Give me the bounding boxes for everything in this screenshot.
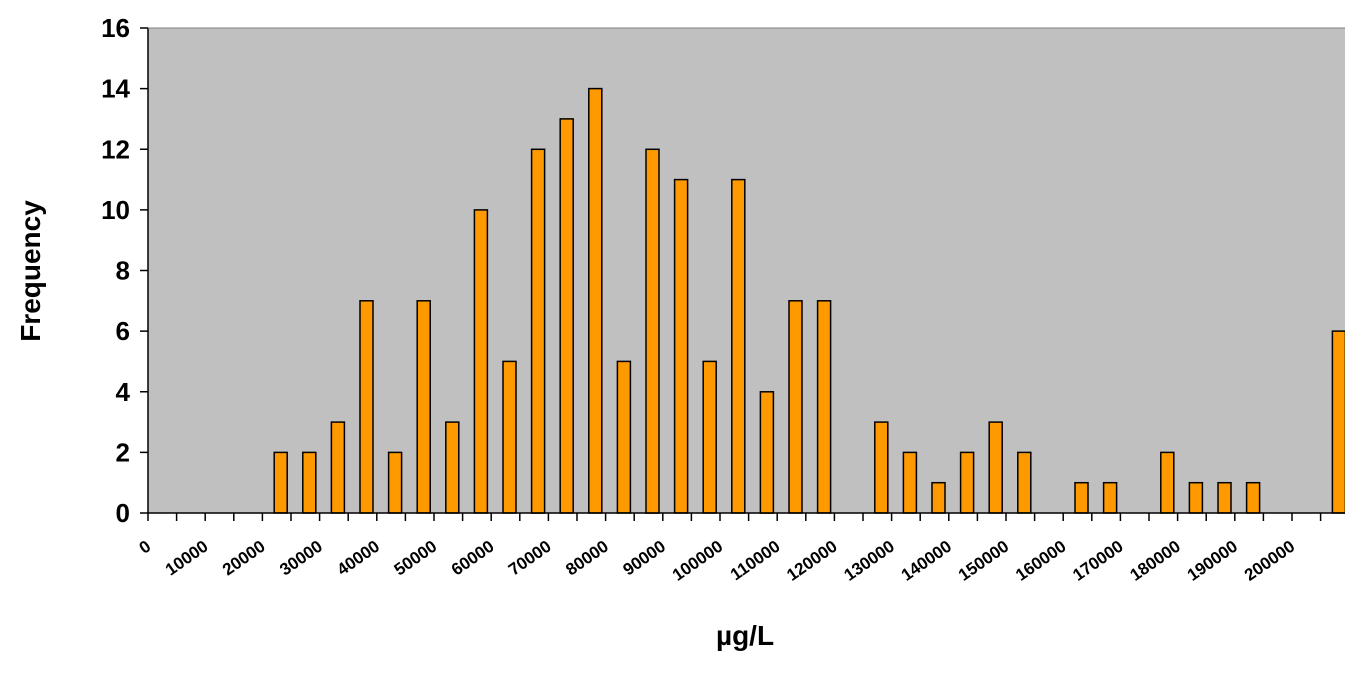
x-tick-label: 170000 bbox=[1069, 537, 1126, 585]
y-tick-label: 2 bbox=[116, 437, 130, 467]
histogram-bar bbox=[530, 148, 546, 514]
x-axis-title: µg/L bbox=[716, 620, 774, 651]
y-tick-label: 16 bbox=[101, 13, 130, 43]
histogram-bar bbox=[302, 451, 317, 514]
x-axis: 0 10000 20000 30000 40000 50000 60000 70000 8000… bbox=[136, 512, 1345, 585]
histogram-bar bbox=[959, 451, 975, 514]
y-tick-label: 12 bbox=[101, 134, 130, 164]
plot-area bbox=[148, 28, 1345, 513]
y-tick-label: 0 bbox=[116, 498, 130, 528]
histogram-bar bbox=[273, 451, 288, 514]
y-axis: 0 2 4 6 8 10 12 14 16 bbox=[101, 13, 1345, 528]
bars-group bbox=[273, 87, 1345, 514]
histogram-bar bbox=[902, 451, 918, 514]
histogram-bar bbox=[1102, 481, 1118, 514]
x-tick-label: 100000 bbox=[669, 537, 726, 585]
histogram-bar bbox=[988, 421, 1003, 514]
x-tick-label: 110000 bbox=[727, 537, 784, 585]
histogram-bar bbox=[588, 87, 603, 514]
histogram-bar bbox=[559, 118, 574, 514]
histogram-bar bbox=[387, 451, 403, 514]
y-axis-title: Frequency bbox=[15, 200, 46, 342]
x-tick-label: 80000 bbox=[562, 537, 612, 580]
x-tick-label: 140000 bbox=[898, 537, 955, 585]
histogram-bar bbox=[1331, 330, 1345, 514]
histogram-bar bbox=[645, 148, 660, 514]
x-tick-label: 90000 bbox=[619, 537, 669, 580]
histogram-bar bbox=[1217, 481, 1232, 514]
histogram-bar bbox=[502, 360, 517, 514]
x-tick-label: 120000 bbox=[783, 537, 840, 585]
histogram-bar bbox=[788, 300, 803, 514]
x-tick-label: 0 bbox=[136, 537, 155, 558]
histogram-bar bbox=[874, 421, 889, 514]
x-tick-label: 150000 bbox=[955, 537, 1012, 585]
y-tick-label: 10 bbox=[101, 195, 130, 225]
histogram-bar bbox=[759, 391, 775, 514]
x-tick-label: 60000 bbox=[448, 537, 498, 580]
histogram-bar bbox=[1188, 481, 1204, 514]
x-tick-label: 30000 bbox=[276, 537, 326, 580]
histogram-bar bbox=[1245, 481, 1261, 514]
histogram-bar bbox=[416, 300, 431, 514]
histogram-bar bbox=[931, 481, 946, 514]
histogram-bar bbox=[731, 178, 746, 514]
histogram-bar bbox=[473, 209, 489, 514]
x-tick-label: 130000 bbox=[841, 537, 898, 585]
y-tick-label: 6 bbox=[116, 316, 130, 346]
x-tick-label: 50000 bbox=[391, 537, 441, 580]
x-tick-label: 200000 bbox=[1241, 537, 1298, 585]
x-tick-label: 10000 bbox=[162, 537, 212, 580]
y-tick-label: 4 bbox=[116, 377, 131, 407]
histogram-bar bbox=[1160, 451, 1175, 514]
histogram-bar bbox=[1074, 481, 1089, 514]
histogram-bar bbox=[616, 360, 632, 514]
histogram-bar bbox=[1017, 451, 1032, 514]
x-tick-label: 40000 bbox=[333, 537, 383, 580]
y-tick-label: 8 bbox=[116, 256, 130, 286]
histogram-bar bbox=[330, 421, 346, 514]
histogram-bar bbox=[445, 421, 460, 514]
x-tick-label: 70000 bbox=[505, 537, 555, 580]
x-tick-label: 160000 bbox=[1012, 537, 1069, 585]
y-tick-label: 14 bbox=[101, 74, 130, 104]
histogram-bar bbox=[359, 300, 374, 514]
x-tick-label: 180000 bbox=[1127, 537, 1184, 585]
histogram-bar bbox=[702, 360, 717, 514]
histogram-bar bbox=[673, 178, 689, 514]
x-tick-label: 190000 bbox=[1184, 537, 1241, 585]
x-tick-label: 20000 bbox=[219, 537, 269, 580]
histogram-bar bbox=[816, 300, 832, 514]
